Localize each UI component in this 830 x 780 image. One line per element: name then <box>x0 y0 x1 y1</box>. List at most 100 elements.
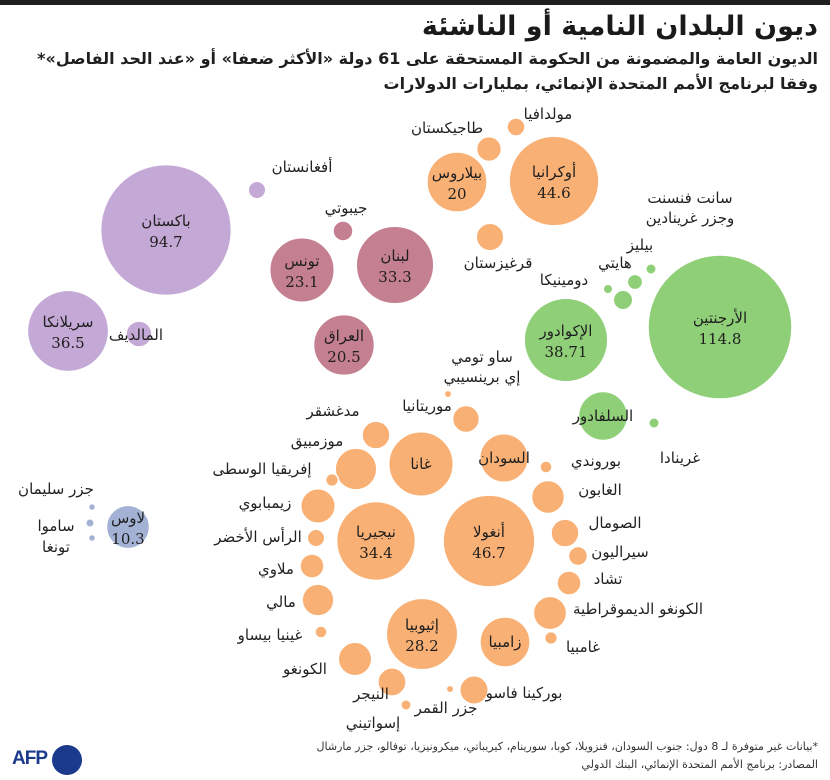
bubble-label-تشاد: تشاد <box>594 570 623 588</box>
bubble-label-الغابون: الغابون <box>578 481 621 499</box>
bubble-value-أنغولا: 46.7 <box>472 544 505 562</box>
bubble-النيجر <box>377 667 407 697</box>
bubble-value-أوكرانيا: 44.6 <box>537 184 570 202</box>
bubble-label-سريلانكا: سريلانكا <box>43 313 94 331</box>
bubble-label-غامبيا: غامبيا <box>566 638 600 656</box>
bubble-label-سانت-فنسنت-وجزر-غرينادين: سانت فنسنت وجزر غرينادين <box>646 189 734 227</box>
bubble-السلفادور <box>577 390 629 442</box>
bubble-label-جيبوتي: جيبوتي <box>325 199 368 218</box>
bubble-أفغانستان <box>247 180 267 200</box>
bubble-طاجيكستان <box>475 135 503 163</box>
bubble-العراق <box>312 313 376 377</box>
bubble-label-الرأس-الأخضر: الرأس الأخضر <box>213 527 302 546</box>
bubble-سريلانكا <box>26 289 110 373</box>
bubble-إثيوبيا <box>385 597 459 671</box>
bubble-زامبيا <box>479 616 531 668</box>
bubble-label-تونغا: تونغا <box>42 538 70 556</box>
afp-logo: AFP <box>12 742 82 776</box>
subtitle-line-2: وفقا لبرنامج الأمم المتحدة الإنمائي، بمل… <box>383 74 819 93</box>
bubble-label-أنغولا: أنغولا <box>473 522 505 541</box>
bubble-label-أفغانستان: أفغانستان <box>272 157 333 176</box>
bubble-السودان <box>479 433 529 483</box>
bubble-label-ساو-تومي-إي-برينسيبي: ساو تومي إي برينسيبي <box>444 348 521 387</box>
bubble-label-باكستان: باكستان <box>141 212 190 230</box>
bubble-label-زيمبابوي: زيمبابوي <box>239 494 292 513</box>
bubble-label-تونس: تونس <box>284 252 319 270</box>
bubble-label-بيلاروس: بيلاروس <box>432 164 482 182</box>
subtitle-line-1: الديون العامة والمضمونة من الحكومة المست… <box>37 49 818 68</box>
bubble-بيليز <box>626 273 644 291</box>
bubble-label-السودان: السودان <box>478 449 530 467</box>
bubble-label-مدغشقر: مدغشقر <box>306 402 360 420</box>
bubble-value-إثيوبيا: 28.2 <box>405 637 438 655</box>
bubble-إفريقيا-الوسطى <box>324 472 340 488</box>
afp-logo-text: AFP <box>12 748 48 769</box>
bubble-الإكوادور <box>523 297 609 383</box>
bubble-label-قرغيزستان: قرغيزستان <box>464 254 533 272</box>
bubble-غينيا-بيساو <box>314 625 328 639</box>
bubble-label-بيليز: بيليز <box>626 236 653 254</box>
bubble-نيجيريا <box>335 500 417 582</box>
bubble-label-دومينيكا: دومينيكا <box>540 271 588 289</box>
bubble-دومينيكا <box>602 283 614 295</box>
bubble-مولدافيا <box>506 117 526 137</box>
bubble-قرغيزستان <box>475 222 505 252</box>
bubble-مدغشقر <box>361 420 391 450</box>
bubble-موزمبيق <box>334 447 378 491</box>
bubble-value-لاوس: 10.3 <box>111 530 144 548</box>
bubble-value-بيلاروس: 20 <box>447 185 466 203</box>
bubble-label-الأرجنتين: الأرجنتين <box>693 308 747 327</box>
bubble-label-السلفادور: السلفادور <box>572 407 633 425</box>
bubble-سانت-فنسنت-وجزر-غرينادين <box>645 263 657 275</box>
bubble-label-المالديف: المالديف <box>109 326 163 344</box>
bubble-label-مالي: مالي <box>266 593 296 612</box>
bubble-label-سيراليون: سيراليون <box>591 543 648 561</box>
bubble-value-تونس: 23.1 <box>285 273 318 291</box>
bubble-label-إفريقيا-الوسطى: إفريقيا الوسطى <box>212 460 311 478</box>
bubble-أوكرانيا <box>508 135 600 227</box>
header: ديون البلدان النامية أو الناشئة الديون ا… <box>18 8 818 96</box>
bubble-لبنان <box>355 225 435 305</box>
bubble-label-الكونغو-الديموقراطية: الكونغو الديموقراطية <box>573 600 703 618</box>
bubble-مالي <box>301 583 335 617</box>
bubble-label-غينيا-بيساو: غينيا بيساو <box>237 626 303 644</box>
bubble-لاوس <box>105 504 151 550</box>
footnote: *بيانات غير متوفرة لـ 8 دول: جنوب السودا… <box>316 740 818 753</box>
bubble-label-ملاوي: ملاوي <box>258 560 294 579</box>
bubble-المالديف <box>125 320 153 348</box>
footer: *بيانات غير متوفرة لـ 8 دول: جنوب السودا… <box>317 738 818 774</box>
bubble-ملاوي <box>299 553 325 579</box>
bubble-الغابون <box>530 479 566 515</box>
bubble-ساموا <box>84 517 96 529</box>
bubble-label-الكونغو: الكونغو <box>282 660 327 678</box>
bubble-الكونغو <box>337 641 373 677</box>
bubble-label-إسواتيني: إسواتيني <box>346 714 400 733</box>
page-title: ديون البلدان النامية أو الناشئة <box>421 11 818 42</box>
bubble-الرأس-الأخضر <box>306 528 326 548</box>
bubble-بوركينا-فاسو <box>458 674 490 706</box>
bubble-label-الإكوادور: الإكوادور <box>539 322 593 340</box>
bubble-غانا <box>387 430 455 498</box>
bubble-الصومال <box>550 518 580 548</box>
bubble-label-النيجر: النيجر <box>352 685 389 703</box>
bubble-label-طاجيكستان: طاجيكستان <box>411 119 483 137</box>
bubble-هايتي <box>612 289 634 311</box>
bubble-جزر-القمر <box>445 684 455 694</box>
bubble-label-زامبيا: زامبيا <box>488 633 521 651</box>
bubble-غرينادا <box>648 417 660 429</box>
bubble-موريتانيا <box>451 404 481 434</box>
bubble-label-الصومال: الصومال <box>589 514 642 532</box>
bubble-value-نيجيريا: 34.4 <box>359 544 392 562</box>
bubble-إسواتيني <box>400 699 412 711</box>
bubble-تونغا <box>87 533 97 543</box>
bubble-label-غرينادا: غرينادا <box>660 449 700 467</box>
bubble-زيمبابوي <box>299 487 337 525</box>
bubble-بيلاروس <box>426 151 488 213</box>
bubble-غامبيا <box>543 630 559 646</box>
bubble-label-لبنان: لبنان <box>380 247 409 265</box>
bubble-سيراليون <box>567 545 589 567</box>
bubble-الأرجنتين <box>647 254 793 400</box>
bubble-label-أوكرانيا: أوكرانيا <box>532 162 576 181</box>
bubble-value-العراق: 20.5 <box>327 348 360 366</box>
